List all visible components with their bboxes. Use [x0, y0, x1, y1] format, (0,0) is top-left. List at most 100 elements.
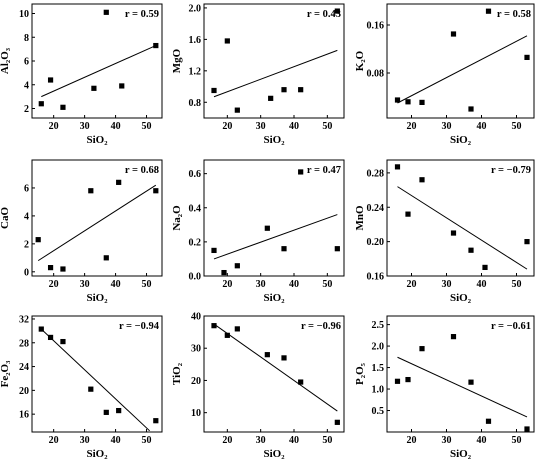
- data-point: [468, 247, 474, 253]
- data-point: [450, 31, 457, 37]
- plot-frame: [203, 3, 345, 119]
- data-point: [103, 255, 109, 261]
- correlation-label: r = 0.47: [307, 165, 341, 176]
- x-axis-label: SiO₂: [263, 134, 285, 146]
- y-tick-label: 0.16: [367, 272, 385, 283]
- data-point: [281, 246, 287, 252]
- y-axis-label: MnO: [354, 205, 366, 231]
- plot-frame: [203, 159, 345, 277]
- y-tick-label: 0.6: [189, 169, 202, 180]
- y-tick-label: 20: [191, 376, 201, 387]
- x-axis-label: SiO₂: [450, 134, 472, 146]
- y-tick-label: 0.20: [367, 237, 385, 248]
- data-point: [47, 265, 54, 271]
- x-tick-label: 50: [322, 279, 332, 290]
- x-tick-label: 50: [512, 279, 522, 290]
- data-point: [419, 346, 425, 352]
- x-tick-label: 30: [256, 121, 266, 132]
- subplot-6: 20 30 40 50 0.16 0.20 0.24 0.28 r = −0.79 SiO₂ MnO: [354, 159, 535, 304]
- x-tick-label: 20: [407, 279, 417, 290]
- x-tick-label: 50: [142, 435, 152, 446]
- data-point: [35, 237, 41, 243]
- fit-line: [41, 45, 157, 98]
- y-tick-label: 0.2: [189, 237, 202, 248]
- y-tick-label: 2: [24, 104, 29, 115]
- data-point: [419, 177, 425, 183]
- data-point: [60, 266, 66, 272]
- subplot-5: 20 30 40 50 0.0 0.2 0.4 0.6 r = 0.47 SiO₂ Na₂O: [171, 159, 345, 304]
- y-axis-label: TiO₂: [171, 362, 183, 385]
- y-axis-label: CaO: [0, 207, 11, 229]
- subplot-8: 20 30 40 50 10 20 30 40 r = −0.96 SiO₂ TiO₂: [171, 312, 345, 460]
- data-point: [394, 97, 401, 103]
- y-tick-label: 28: [19, 338, 29, 349]
- correlation-label: r = 0.43: [307, 9, 341, 20]
- correlation-label: r = −0.96: [301, 321, 341, 332]
- data-point: [103, 409, 109, 415]
- x-tick-label: 20: [407, 121, 417, 132]
- x-tick-label: 30: [256, 279, 266, 290]
- correlation-label: r = −0.94: [119, 321, 160, 332]
- y-tick-label: 0.24: [367, 203, 385, 214]
- data-point: [234, 326, 240, 332]
- x-tick-label: 20: [49, 121, 59, 132]
- fit-line: [397, 35, 528, 104]
- correlation-label: r = −0.61: [491, 321, 531, 332]
- x-tick-label: 30: [80, 435, 90, 446]
- x-tick-label: 50: [512, 435, 522, 446]
- x-tick-label: 20: [49, 279, 59, 290]
- x-axis-label: SiO₂: [86, 134, 108, 146]
- subplot-3: 20 30 40 50 0.08 0.16 r = 0.58 SiO₂ K₂O: [354, 3, 535, 146]
- subplot-2: 20 30 40 50 0.8 1.2 1.6 2.0 r = 0.43 SiO₂ MgO: [171, 3, 345, 146]
- y-axis-label: Al₂O₃: [0, 47, 11, 74]
- y-tick-label: 1.6: [189, 35, 202, 46]
- data-point: [334, 8, 340, 14]
- data-point: [468, 379, 474, 385]
- x-tick-label: 30: [442, 435, 452, 446]
- y-tick-label: 0.16: [367, 21, 385, 32]
- fit-line: [213, 49, 338, 98]
- x-tick-label: 30: [442, 279, 452, 290]
- data-point: [394, 378, 401, 384]
- correlation-label: r = 0.58: [497, 9, 531, 20]
- y-axis-label: Fe₂O₃: [0, 360, 11, 387]
- y-tick-label: 2.0: [372, 342, 385, 353]
- data-point: [88, 188, 94, 194]
- x-tick-label: 30: [80, 121, 90, 132]
- data-point: [211, 323, 217, 329]
- subplot-9: 20 30 40 50 0.5 1.0 1.5 2.0 2.5 r = −0.61 SiO₂ P₂O₅: [354, 315, 535, 460]
- data-point: [116, 407, 122, 414]
- data-point: [450, 230, 457, 236]
- correlation-label: r = 0.68: [125, 165, 159, 176]
- y-tick-label: 6: [24, 57, 29, 68]
- y-axis-label: Na₂O: [171, 205, 183, 231]
- correlation-label: r = 0.59: [125, 9, 159, 20]
- y-axis-label: P₂O₅: [354, 362, 366, 385]
- y-tick-label: 0.28: [367, 168, 385, 179]
- data-point: [211, 247, 217, 254]
- x-tick-label: 40: [289, 435, 299, 446]
- x-axis-label: SiO₂: [86, 448, 108, 460]
- data-point: [524, 54, 530, 60]
- data-point: [103, 9, 109, 15]
- y-tick-label: 8: [24, 33, 29, 44]
- data-point: [268, 95, 274, 101]
- data-point: [281, 355, 287, 361]
- data-point: [264, 352, 270, 358]
- y-tick-label: 2: [24, 239, 29, 250]
- plot-frame: [203, 315, 345, 433]
- y-tick-label: 0.4: [189, 203, 202, 214]
- x-axis-label: SiO₂: [450, 292, 472, 304]
- y-tick-label: 0.5: [372, 406, 385, 417]
- data-point: [450, 334, 457, 340]
- data-point: [47, 77, 54, 83]
- x-tick-label: 20: [222, 435, 232, 446]
- data-point: [281, 87, 287, 93]
- y-tick-label: 32: [19, 314, 29, 325]
- y-tick-label: 10: [191, 408, 201, 419]
- data-point: [298, 169, 304, 175]
- y-tick-label: 30: [191, 344, 201, 355]
- x-tick-label: 40: [477, 121, 487, 132]
- x-tick-label: 40: [477, 279, 487, 290]
